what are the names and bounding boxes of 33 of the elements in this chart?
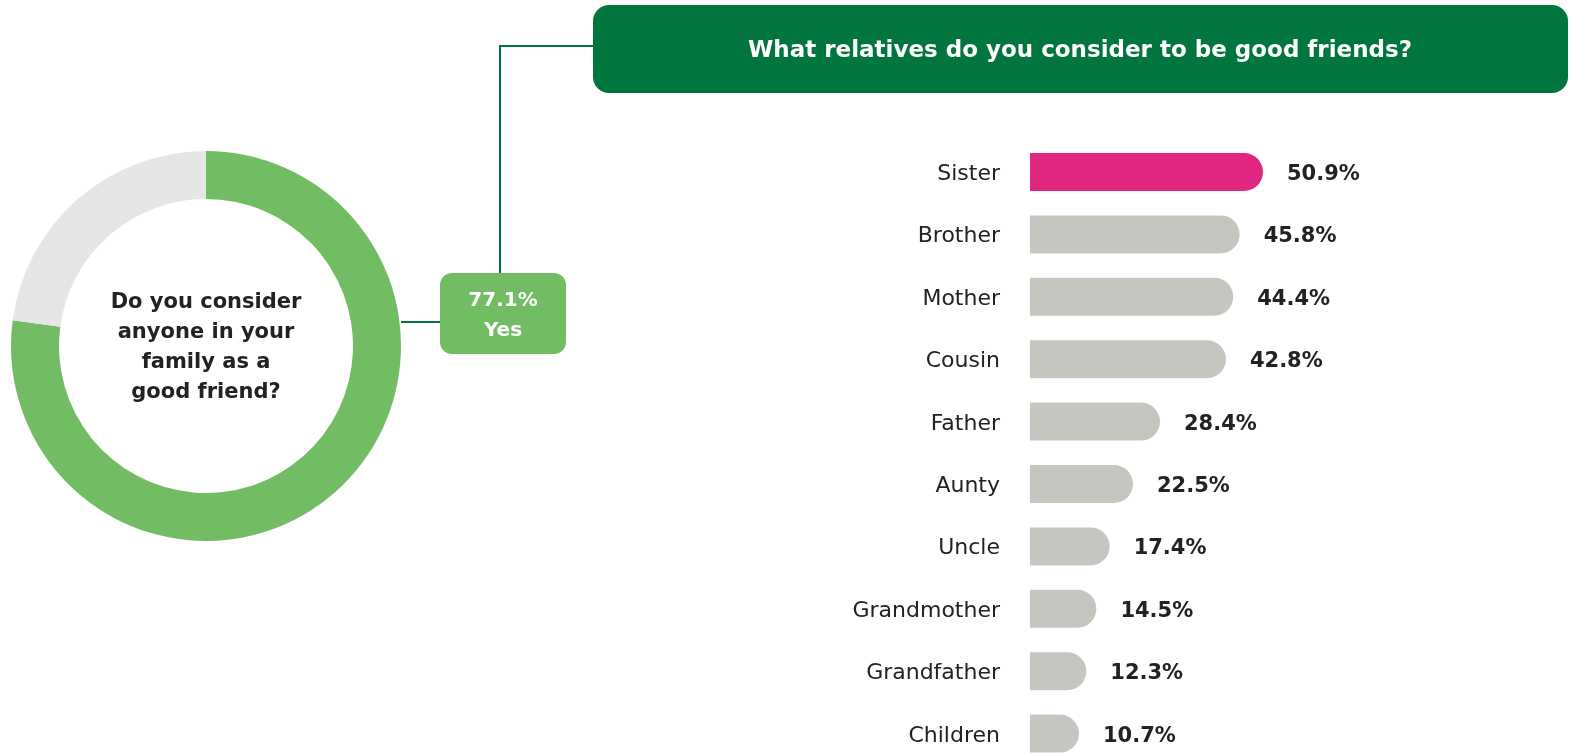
y-tick-label: Grandmother [852, 596, 1001, 622]
y-tick-label: Father [930, 409, 1001, 435]
bar [1030, 465, 1133, 503]
donut-slice [11, 151, 401, 541]
data-label: 22.5% [1157, 473, 1230, 497]
y-tick-label: Grandfather [866, 659, 1001, 685]
data-label: 77.1% [468, 287, 538, 311]
y-tick-label: Aunty [935, 472, 1000, 497]
y-tick-label: Cousin [925, 347, 1000, 373]
data-label: 12.3% [1110, 660, 1184, 685]
data-label: 14.5% [1120, 597, 1194, 622]
slice-label: Yes [482, 317, 523, 341]
bar [1030, 277, 1234, 316]
y-tick-label: Mother [922, 284, 1001, 310]
bar [1030, 589, 1097, 628]
bar [1030, 527, 1110, 566]
data-label: 45.8% [1263, 223, 1337, 248]
bar [1030, 153, 1263, 191]
bar [1030, 402, 1160, 441]
data-label: 28.4% [1184, 410, 1257, 435]
data-label: 17.4% [1133, 535, 1207, 560]
data-label: 44.4% [1257, 285, 1331, 310]
bar [1030, 340, 1226, 379]
data-label: 42.8% [1249, 348, 1323, 373]
y-tick-label: Sister [937, 160, 1001, 185]
y-tick-label: Brother [917, 222, 1001, 248]
data-label: 50.9% [1287, 161, 1360, 185]
text: Do you consider anyone in your family as a good friend? [110, 289, 302, 403]
chart-title: What relatives do you consider to be good friends? [747, 36, 1413, 62]
y-tick-label: Children [908, 721, 1000, 747]
data-label: 10.7% [1102, 722, 1176, 747]
bar [1030, 215, 1240, 254]
y-tick-label: Uncle [938, 534, 1000, 560]
